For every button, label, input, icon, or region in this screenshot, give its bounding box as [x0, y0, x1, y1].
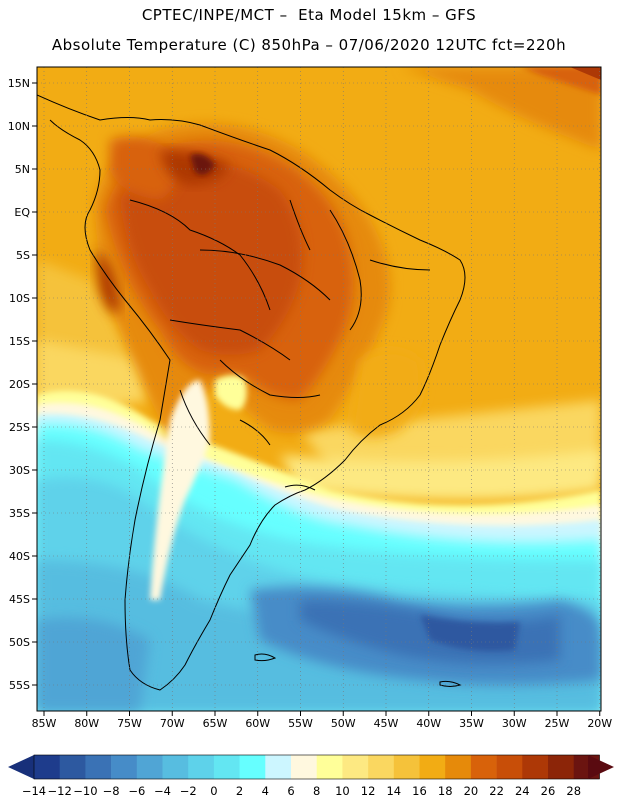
map-title-line-2: Absolute Temperature (C) 850hPa – 07/06/… [51, 36, 567, 54]
colorbar-label: −4 [154, 784, 171, 798]
colorbar-label: 22 [489, 784, 504, 798]
colorbar-swatch [445, 755, 472, 779]
colorbar-label: 2 [236, 784, 243, 798]
lat-tick-label: 5S [16, 249, 30, 262]
colorbar-labels: −14 −12 −10 −8 −6 −4 −2 0 2 4 6 8 10 12 14 16 18 20 22 24 26… [22, 784, 581, 798]
colorbar-label: 18 [438, 784, 453, 798]
colorbar-swatch [111, 755, 138, 779]
colorbar-label: 28 [566, 784, 581, 798]
temperature-field [37, 67, 601, 711]
colorbar-swatch [162, 755, 189, 779]
lat-tick-label: 45S [9, 593, 30, 606]
colorbar-label: 10 [335, 784, 350, 798]
colorbar-label: −12 [48, 784, 72, 798]
colorbar-swatch [496, 755, 523, 779]
lat-tick-label: 15N [8, 77, 30, 90]
colorbar-swatch [136, 755, 163, 779]
lon-tick-label: 85W [32, 717, 57, 730]
colorbar-label: 16 [412, 784, 427, 798]
lat-tick-label: 25S [9, 421, 30, 434]
lon-tick-label: 55W [288, 717, 313, 730]
colorbar-over-arrow [588, 755, 614, 779]
colorbar-swatch [522, 755, 549, 779]
lat-tick-label: 5N [15, 163, 30, 176]
colorbar-label: 12 [361, 784, 376, 798]
lon-tick-label: 20W [587, 717, 612, 730]
lat-tick-label: 30S [9, 464, 30, 477]
lon-tick-label: 75W [117, 717, 142, 730]
lon-tick-label: 80W [74, 717, 99, 730]
latitude-axis: 15N 10N 5N EQ 5S 10S 15S 20S 25S 30S 35S 40S 45S 50S 5… [8, 77, 37, 692]
colorbar-swatch [291, 755, 317, 779]
lon-tick-label: 45W [374, 717, 399, 730]
lon-tick-label: 40W [416, 717, 441, 730]
lon-tick-label: 50W [331, 717, 356, 730]
colorbar-swatch [239, 755, 266, 779]
colorbar-swatch [188, 755, 215, 779]
lon-tick-label: 70W [160, 717, 185, 730]
colorbar-swatch [85, 755, 112, 779]
colorbar: −14 −12 −10 −8 −6 −4 −2 0 2 4 6 8 10 12 14 16 18 20 22 24 26… [8, 754, 614, 798]
colorbar-boxes [33, 754, 600, 780]
colorbar-label: −6 [128, 784, 145, 798]
lat-tick-label: 55S [9, 679, 30, 692]
longitude-axis: 85W 80W 75W 70W 65W 60W 55W 50W 45W 40W 35W 30W 25W 2… [32, 711, 612, 730]
colorbar-swatch [34, 755, 60, 779]
colorbar-label: 20 [464, 784, 479, 798]
lon-tick-label: 65W [203, 717, 228, 730]
colorbar-swatch [265, 755, 292, 779]
colorbar-label: −2 [180, 784, 197, 798]
lat-tick-label: 10S [9, 292, 30, 305]
colorbar-label: 14 [386, 784, 401, 798]
lat-tick-label: 50S [9, 636, 30, 649]
colorbar-swatch [470, 755, 497, 779]
lat-tick-label: 35S [9, 507, 30, 520]
lon-tick-label: 60W [245, 717, 270, 730]
lat-tick-label: 20S [9, 378, 30, 391]
colorbar-swatch [393, 755, 420, 779]
colorbar-swatch [368, 755, 395, 779]
colorbar-under-arrow [8, 755, 34, 779]
colorbar-swatch [316, 755, 343, 779]
lon-tick-label: 35W [459, 717, 484, 730]
colorbar-label: 4 [262, 784, 269, 798]
colorbar-swatch [342, 755, 369, 779]
colorbar-label: 26 [541, 784, 556, 798]
colorbar-swatch [419, 755, 446, 779]
colorbar-swatch [213, 755, 240, 779]
lat-tick-label: 15S [9, 335, 30, 348]
colorbar-swatch [548, 755, 574, 779]
colorbar-label: 8 [313, 784, 320, 798]
plot-frame [36, 66, 602, 712]
lat-tick-label: 40S [9, 550, 30, 563]
lat-tick-label: 10N [8, 120, 30, 133]
lat-tick-label: EQ [14, 206, 30, 219]
colorbar-label: −8 [103, 784, 120, 798]
lon-tick-label: 25W [545, 717, 570, 730]
colorbar-label: 0 [210, 784, 217, 798]
colorbar-label: −14 [22, 784, 46, 798]
lon-tick-label: 30W [502, 717, 527, 730]
lat-lon-grid [37, 67, 601, 711]
colorbar-label: 6 [287, 784, 294, 798]
map-title-line-1: CPTEC/INPE/MCT – Eta Model 15km – GFS [141, 6, 477, 24]
temperature-map: 85W 80W 75W 70W 65W 60W 55W 50W 45W 40W 35W 30W 25W 2… [8, 66, 612, 730]
colorbar-label: −10 [73, 784, 97, 798]
colorbar-label: 24 [515, 784, 530, 798]
colorbar-swatch [59, 755, 86, 779]
